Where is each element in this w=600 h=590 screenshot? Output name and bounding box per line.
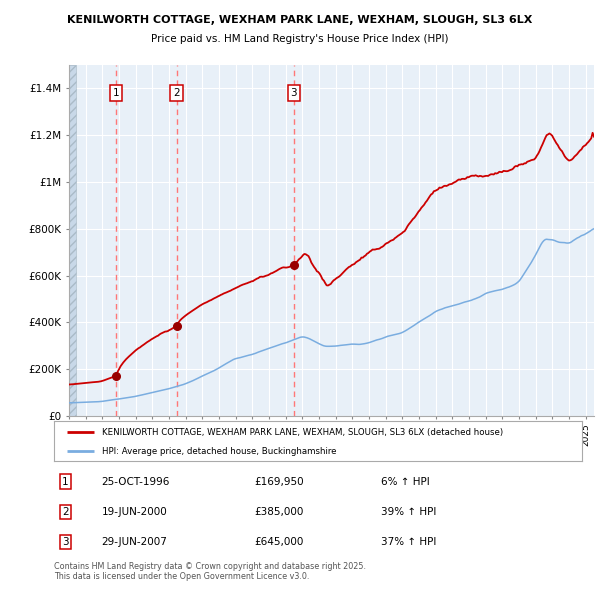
Text: HPI: Average price, detached house, Buckinghamshire: HPI: Average price, detached house, Buck… [101, 447, 336, 456]
Text: Price paid vs. HM Land Registry's House Price Index (HPI): Price paid vs. HM Land Registry's House … [151, 34, 449, 44]
Text: KENILWORTH COTTAGE, WEXHAM PARK LANE, WEXHAM, SLOUGH, SL3 6LX (detached house): KENILWORTH COTTAGE, WEXHAM PARK LANE, WE… [101, 428, 503, 437]
Text: Contains HM Land Registry data © Crown copyright and database right 2025.
This d: Contains HM Land Registry data © Crown c… [54, 562, 366, 581]
Text: 3: 3 [290, 88, 297, 98]
Text: KENILWORTH COTTAGE, WEXHAM PARK LANE, WEXHAM, SLOUGH, SL3 6LX: KENILWORTH COTTAGE, WEXHAM PARK LANE, WE… [67, 15, 533, 25]
Text: 3: 3 [62, 537, 69, 547]
Text: 1: 1 [113, 88, 119, 98]
Text: £645,000: £645,000 [254, 537, 304, 547]
Text: 1: 1 [62, 477, 69, 487]
Text: 25-OCT-1996: 25-OCT-1996 [101, 477, 170, 487]
Text: 19-JUN-2000: 19-JUN-2000 [101, 507, 167, 517]
Text: 2: 2 [173, 88, 180, 98]
Text: 6% ↑ HPI: 6% ↑ HPI [382, 477, 430, 487]
Text: 37% ↑ HPI: 37% ↑ HPI [382, 537, 437, 547]
Text: 2: 2 [62, 507, 69, 517]
Text: £385,000: £385,000 [254, 507, 304, 517]
Text: 29-JUN-2007: 29-JUN-2007 [101, 537, 167, 547]
Text: 39% ↑ HPI: 39% ↑ HPI [382, 507, 437, 517]
Bar [69, 65, 76, 416]
Text: £169,950: £169,950 [254, 477, 304, 487]
Bar [69, 65, 76, 416]
